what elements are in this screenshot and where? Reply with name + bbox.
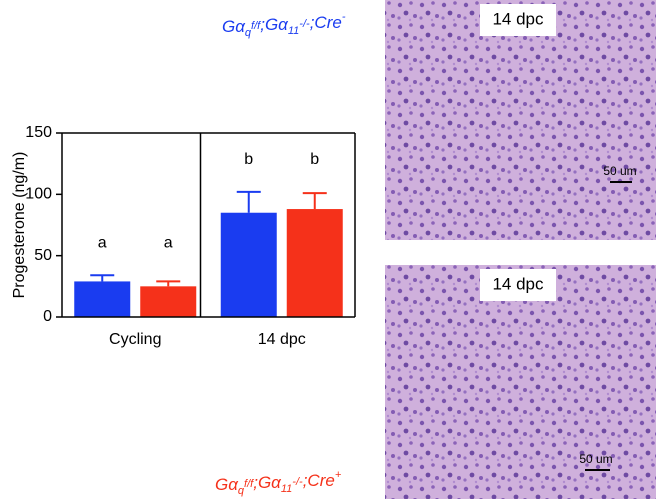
legend-text: f/f xyxy=(251,20,261,32)
y-tick-label: 150 xyxy=(25,124,52,141)
x-tick-label: 14 dpc xyxy=(258,331,306,348)
y-axis-label: Progesterone (ng/m) xyxy=(11,152,28,299)
panel-label: 14 dpc xyxy=(492,274,544,293)
y-tick-label: 50 xyxy=(34,247,52,264)
scale-bar-label: 50 um xyxy=(603,164,636,178)
legend-text: q xyxy=(238,485,245,497)
significance-label: a xyxy=(164,235,173,252)
label-box xyxy=(480,269,556,301)
significance-label: b xyxy=(310,151,319,168)
legend-entry: Gαqf/f;Gα11-/-;Cre- xyxy=(222,11,346,39)
error-bar xyxy=(236,190,261,213)
bar xyxy=(74,281,131,317)
legend-text: + xyxy=(335,469,342,481)
x-tick-label: Cycling xyxy=(109,331,161,348)
significance-label: a xyxy=(98,235,107,252)
panel-label: 14 dpc xyxy=(492,9,544,28)
error-bar xyxy=(156,280,181,287)
legend-entry: Gαqf/f;Gα11-/-;Cre+ xyxy=(215,469,342,497)
histology-image xyxy=(385,265,656,499)
legend-text: ;Cre xyxy=(303,471,335,490)
y-tick-label: 0 xyxy=(43,308,52,325)
significance-label: b xyxy=(244,151,253,168)
histology-image xyxy=(385,0,656,240)
legend-text: q xyxy=(245,27,252,39)
error-bar xyxy=(302,192,327,210)
error-bar xyxy=(90,274,115,282)
legend-text: -/- xyxy=(299,18,310,30)
bar xyxy=(220,212,277,317)
legend-text: ;Cre xyxy=(310,13,342,32)
bar xyxy=(286,209,343,317)
scale-bar-label: 50 um xyxy=(579,452,612,466)
label-box xyxy=(480,4,556,36)
y-tick-label: 100 xyxy=(25,186,52,203)
legend-text: ;Gα xyxy=(253,473,282,492)
legend-text: 11 xyxy=(288,25,299,37)
bar xyxy=(140,286,197,317)
legend-text: Gα xyxy=(222,17,246,36)
legend-text: - xyxy=(342,11,346,23)
legend-text: -/- xyxy=(292,476,303,488)
legend-text: 11 xyxy=(281,483,292,495)
legend-text: ;Gα xyxy=(260,15,289,34)
legend-text: Gα xyxy=(215,475,239,494)
legend-text: f/f xyxy=(244,478,254,490)
